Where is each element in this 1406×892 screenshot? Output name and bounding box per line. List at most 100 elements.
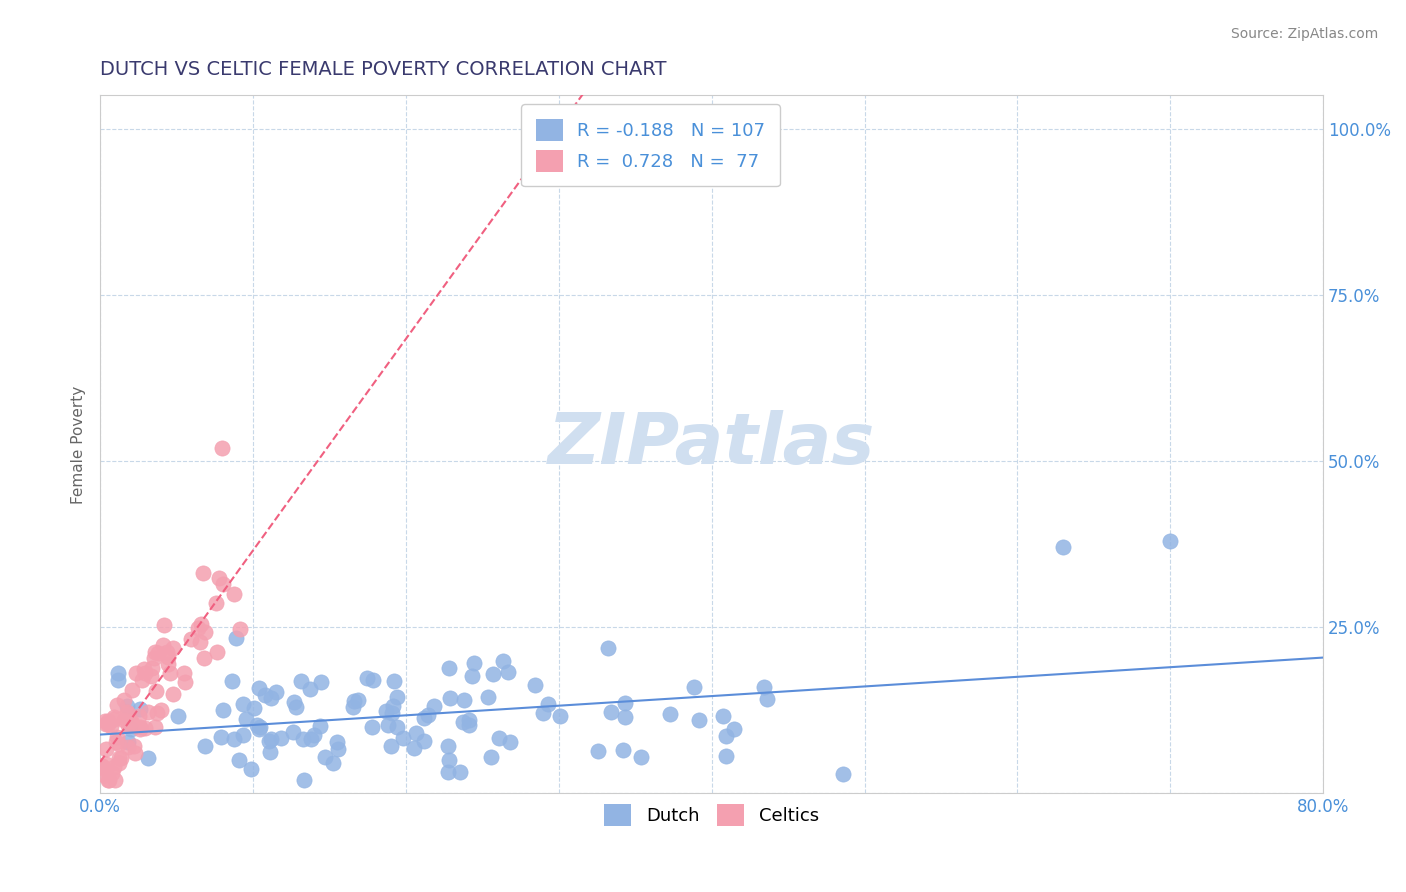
Celtics [224, 587, 246, 601]
Dutch [166, 709, 188, 723]
Dutch [245, 718, 267, 732]
Dutch [479, 750, 502, 764]
Celtics [128, 709, 150, 723]
Dutch [356, 672, 378, 686]
Dutch [1052, 541, 1074, 555]
Dutch [461, 669, 484, 683]
Dutch [437, 661, 460, 675]
Celtics [173, 665, 195, 680]
Dutch [600, 705, 623, 719]
Dutch [232, 697, 254, 711]
Dutch [436, 739, 458, 754]
Celtics [103, 759, 125, 773]
Celtics [90, 758, 112, 772]
Celtics [180, 632, 202, 647]
Celtics [125, 665, 148, 680]
Celtics [187, 621, 209, 635]
Celtics [136, 705, 159, 719]
Dutch [107, 665, 129, 680]
Dutch [292, 773, 315, 788]
Dutch [413, 711, 436, 725]
Celtics [129, 722, 152, 736]
Y-axis label: Female Poverty: Female Poverty [72, 385, 86, 503]
Dutch [211, 703, 233, 717]
Celtics [207, 571, 229, 585]
Dutch [314, 750, 336, 764]
Celtics [91, 759, 114, 773]
Dutch [523, 678, 546, 692]
Celtics [134, 666, 156, 681]
Dutch [115, 698, 138, 713]
Celtics [94, 742, 117, 756]
Dutch [723, 722, 745, 736]
Celtics [134, 662, 156, 676]
Celtics [104, 773, 127, 788]
Celtics [152, 638, 174, 652]
Celtics [121, 683, 143, 698]
Dutch [285, 700, 308, 714]
Dutch [437, 753, 460, 767]
Dutch [209, 730, 232, 744]
Celtics [146, 646, 169, 660]
Text: DUTCH VS CELTIC FEMALE POVERTY CORRELATION CHART: DUTCH VS CELTIC FEMALE POVERTY CORRELATI… [100, 60, 666, 78]
Dutch [382, 674, 405, 689]
Dutch [249, 720, 271, 734]
Dutch [281, 725, 304, 739]
Dutch [239, 762, 262, 776]
Celtics [117, 718, 139, 732]
Celtics [229, 622, 252, 636]
Celtics [105, 730, 128, 744]
Dutch [259, 733, 281, 747]
Celtics [142, 650, 165, 665]
Dutch [342, 700, 364, 714]
Celtics [101, 766, 124, 780]
Dutch [120, 722, 142, 736]
Dutch [381, 706, 404, 721]
Celtics [159, 665, 181, 680]
Dutch [309, 718, 332, 732]
Dutch [832, 767, 855, 781]
Dutch [343, 694, 366, 708]
Dutch [260, 731, 283, 746]
Dutch [1159, 533, 1181, 548]
Dutch [682, 680, 704, 694]
Dutch [658, 707, 681, 722]
Celtics [120, 714, 142, 729]
Text: Source: ZipAtlas.com: Source: ZipAtlas.com [1230, 27, 1378, 41]
Dutch [588, 744, 610, 758]
Dutch [453, 693, 475, 707]
Dutch [302, 728, 325, 742]
Dutch [243, 700, 266, 714]
Celtics [108, 756, 131, 770]
Dutch [488, 731, 510, 745]
Dutch [711, 709, 734, 723]
Celtics [141, 669, 163, 683]
Dutch [107, 673, 129, 687]
Dutch [536, 697, 558, 711]
Celtics [93, 768, 115, 782]
Dutch [326, 735, 349, 749]
Dutch [492, 654, 515, 668]
Dutch [688, 713, 710, 727]
Celtics [124, 746, 146, 760]
Dutch [755, 691, 778, 706]
Celtics [94, 714, 117, 728]
Dutch [477, 690, 499, 705]
Dutch [463, 657, 485, 671]
Dutch [439, 691, 461, 706]
Dutch [259, 745, 281, 759]
Dutch [550, 709, 572, 723]
Dutch [385, 690, 408, 705]
Celtics [117, 706, 139, 721]
Dutch [117, 735, 139, 749]
Dutch [235, 712, 257, 726]
Celtics [103, 710, 125, 724]
Dutch [283, 696, 305, 710]
Dutch [260, 691, 283, 706]
Celtics [204, 596, 226, 610]
Dutch [247, 722, 270, 736]
Celtics [120, 714, 142, 728]
Dutch [423, 698, 446, 713]
Dutch [412, 734, 434, 748]
Celtics [97, 714, 120, 728]
